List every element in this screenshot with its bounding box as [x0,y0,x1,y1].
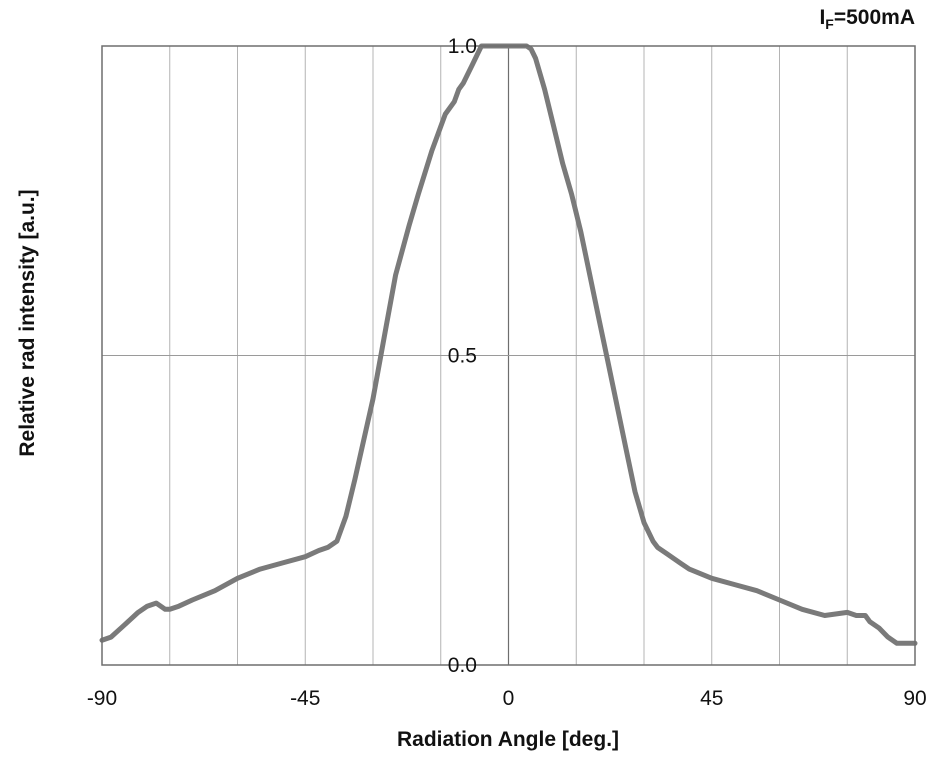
y-axis-title: Relative rad intensity [a.u.] [16,189,39,456]
y-tick-label: 0.5 [448,345,477,368]
forward-current-symbol: I [819,6,825,29]
y-tick-label: 1.0 [448,35,477,58]
forward-current-subscript: F [825,16,834,32]
y-tick-label: 0.0 [448,654,477,677]
grid-layer [102,46,915,665]
plot-frame [101,45,916,666]
x-tick-labels: -90 -45 0 45 90 [87,687,927,710]
forward-current-label: IF=500mA [819,6,915,32]
x-tick-label: 0 [503,687,515,710]
x-axis-title: Radiation Angle [deg.] [397,728,619,751]
y-tick-labels: 0.0 0.5 1.0 [448,35,477,677]
x-tick-label: 45 [700,687,723,710]
forward-current-value: =500mA [834,6,915,29]
x-tick-label: -90 [87,687,117,710]
x-tick-label: -45 [290,687,320,710]
x-tick-label: 90 [903,687,926,710]
